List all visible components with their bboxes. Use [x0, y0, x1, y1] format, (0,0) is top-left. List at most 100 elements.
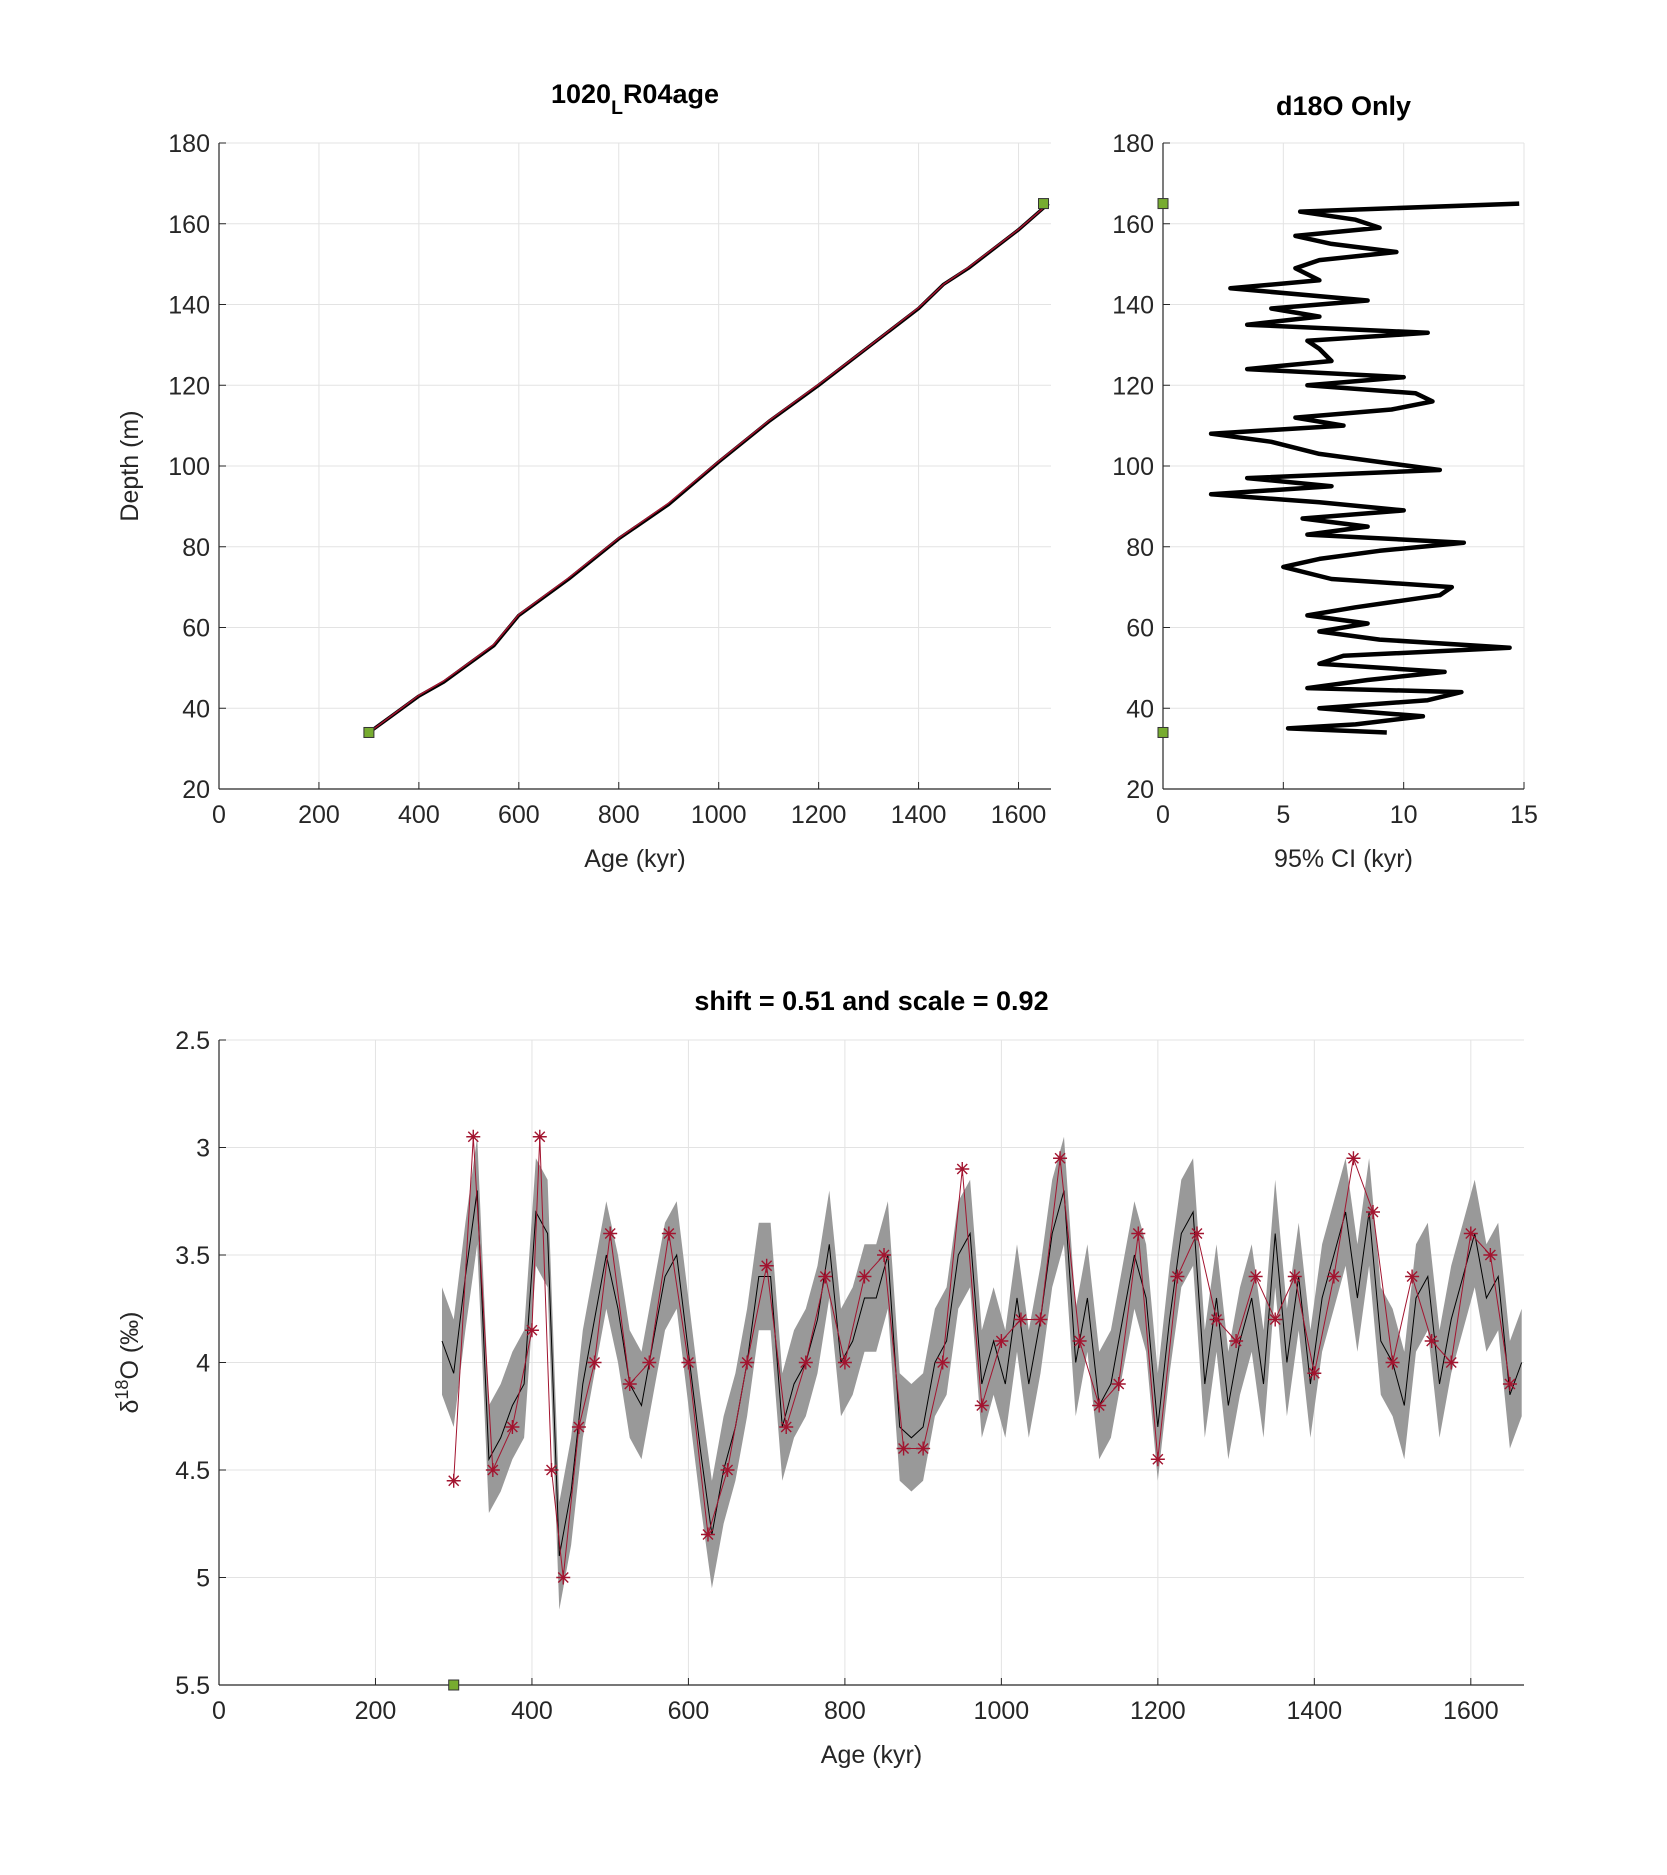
- y-tick-label: 60: [1126, 615, 1154, 643]
- x-tick-label: 10: [1390, 801, 1418, 829]
- data-point: [1131, 1226, 1146, 1241]
- data-point: [994, 1334, 1009, 1348]
- data-point: [818, 1269, 833, 1284]
- data-point: [798, 1355, 813, 1370]
- data-point: [1307, 1366, 1322, 1381]
- data-point: [1072, 1334, 1087, 1348]
- y-tick-label: 160: [168, 211, 210, 239]
- y-tick-label: 20: [182, 776, 210, 804]
- data-point: [1111, 1377, 1126, 1391]
- data-point: [935, 1355, 950, 1370]
- x-tick-label: 1600: [1443, 1697, 1499, 1725]
- data-point: [681, 1355, 696, 1370]
- data-point: [466, 1129, 481, 1144]
- data-point: [642, 1355, 657, 1370]
- x-tick-label: 800: [824, 1697, 866, 1725]
- y-axis-label: Depth (m): [116, 410, 144, 521]
- x-tick-label: 200: [355, 1697, 397, 1725]
- y-axis-label: δ18O (‰): [112, 1312, 144, 1414]
- tie-point: [1157, 726, 1169, 738]
- x-tick-label: 0: [212, 801, 226, 829]
- data-point: [1346, 1151, 1361, 1166]
- data-point: [1385, 1355, 1400, 1370]
- x-tick-label: 0: [1156, 801, 1170, 829]
- y-tick-label: 100: [168, 453, 210, 481]
- x-tick-label: 600: [498, 801, 540, 829]
- x-tick-label: 1000: [974, 1697, 1030, 1725]
- tie-point: [1038, 198, 1050, 210]
- y-tick-label: 160: [1112, 211, 1154, 239]
- data-point: [1053, 1151, 1068, 1166]
- data-point: [1092, 1398, 1107, 1413]
- data-point: [1463, 1226, 1478, 1241]
- x-axis-label: 95% CI (kyr): [1274, 845, 1413, 873]
- x-tick-label: 600: [668, 1697, 710, 1725]
- x-tick-label: 1600: [991, 801, 1047, 829]
- data-point: [1483, 1248, 1498, 1262]
- data-point: [524, 1323, 539, 1338]
- data-point: [1209, 1312, 1224, 1327]
- data-point: [1170, 1269, 1185, 1284]
- data-point: [603, 1226, 618, 1241]
- data-point: [587, 1355, 602, 1370]
- data-point: [1502, 1377, 1517, 1391]
- line: [1208, 201, 1520, 735]
- data-point: [857, 1269, 872, 1284]
- y-tick-label: 140: [168, 292, 210, 320]
- text-part: d18O Only: [1276, 91, 1411, 121]
- data-point: [1366, 1205, 1380, 1219]
- data-point: [955, 1162, 970, 1176]
- data-point: [661, 1226, 676, 1241]
- tie-point: [363, 726, 375, 738]
- data-point: [759, 1258, 774, 1273]
- y-tick-label: 3: [196, 1135, 210, 1163]
- chart-title: 1020LR04age: [551, 79, 719, 119]
- text-part: L: [611, 97, 623, 119]
- text-part: R04age: [623, 79, 719, 109]
- y-tick-label: 100: [1112, 453, 1154, 481]
- y-tick-label: 60: [182, 615, 210, 643]
- line: [368, 203, 1049, 734]
- y-tick-label: 40: [182, 695, 210, 723]
- confidence-band: [442, 1136, 1522, 1610]
- y-tick-label: 4.5: [175, 1457, 210, 1485]
- data-point: [1405, 1269, 1420, 1284]
- text-part: shift = 0.51 and scale = 0.92: [694, 986, 1048, 1016]
- data-point: [779, 1420, 794, 1434]
- text-part: δ: [116, 1400, 144, 1414]
- x-tick-label: 15: [1510, 801, 1538, 829]
- tie-point: [1157, 198, 1169, 210]
- data-point: [1248, 1269, 1263, 1284]
- x-tick-label: 200: [298, 801, 340, 829]
- y-tick-label: 120: [168, 372, 210, 400]
- text-part: O (‰): [116, 1312, 144, 1380]
- x-tick-label: 0: [212, 1697, 226, 1725]
- data-point: [720, 1463, 735, 1477]
- y-tick-label: 80: [182, 534, 210, 562]
- data-point: [1424, 1334, 1439, 1348]
- data-point: [505, 1420, 520, 1434]
- x-tick-label: 1400: [1287, 1697, 1343, 1725]
- plot-area: [441, 1129, 1523, 1610]
- data-point: [556, 1570, 571, 1585]
- data-point: [544, 1463, 559, 1477]
- data-point: [837, 1355, 852, 1370]
- y-tick-label: 180: [1112, 130, 1154, 158]
- text-part: Depth (m): [116, 410, 144, 521]
- y-tick-label: 40: [1126, 695, 1154, 723]
- chart-title: shift = 0.51 and scale = 0.92: [694, 986, 1048, 1016]
- x-tick-label: 400: [511, 1697, 553, 1725]
- text-part: 1020: [551, 79, 611, 109]
- data-point: [700, 1527, 715, 1542]
- y-tick-label: 80: [1126, 534, 1154, 562]
- x-tick-label: 1000: [691, 801, 747, 829]
- y-tick-label: 5.5: [175, 1672, 210, 1700]
- data-point: [532, 1129, 547, 1144]
- y-tick-label: 140: [1112, 292, 1154, 320]
- data-point: [1150, 1452, 1165, 1467]
- data-point: [877, 1248, 892, 1262]
- text-part: 18: [112, 1380, 132, 1400]
- x-tick-label: 5: [1276, 801, 1290, 829]
- data-point: [1287, 1269, 1302, 1284]
